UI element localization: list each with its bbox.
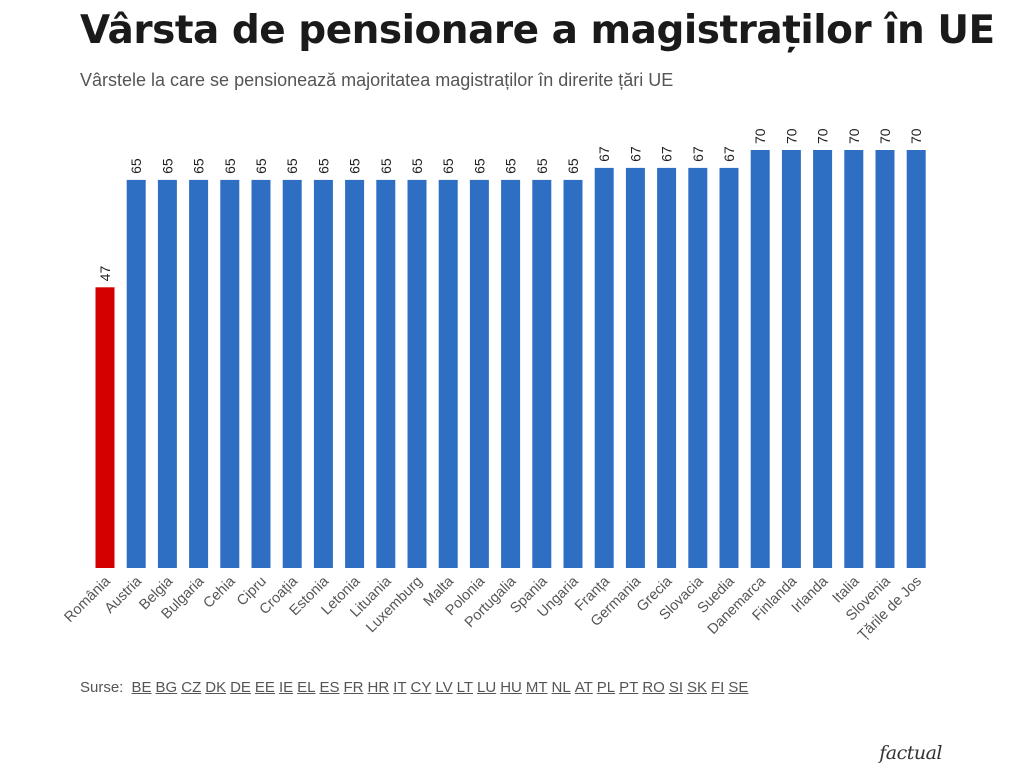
- value-label: 65: [534, 158, 550, 174]
- source-link-dk[interactable]: DK: [205, 679, 227, 696]
- value-label: 65: [378, 158, 394, 174]
- bar-cehia: [220, 179, 240, 568]
- bar-spania: [532, 179, 552, 568]
- bar-slovenia: [875, 150, 895, 568]
- chart-subtitle: Vârstele la care se pensionează majorita…: [80, 70, 674, 90]
- value-label: 65: [565, 158, 581, 174]
- bar-polonia: [469, 179, 489, 568]
- category-label: Cehia: [201, 573, 240, 612]
- bar-finlanda: [781, 150, 801, 568]
- source-link-fr[interactable]: FR: [343, 679, 364, 696]
- source-link-cz[interactable]: CZ: [181, 679, 202, 696]
- source-link-pl[interactable]: PL: [596, 679, 616, 696]
- source-link-hr[interactable]: HR: [367, 679, 390, 696]
- source-link-sk[interactable]: SK: [687, 679, 708, 696]
- bar-malta: [438, 179, 458, 568]
- value-label: 70: [877, 128, 893, 144]
- sources-label: Surse:: [80, 679, 124, 696]
- source-link-de[interactable]: DE: [230, 679, 251, 696]
- bar-chart: 47România65Austria65Belgia65Bulgaria65Ce…: [61, 128, 926, 644]
- value-label: 65: [440, 158, 456, 174]
- bar-croația: [282, 179, 302, 568]
- bar-letonia: [345, 179, 365, 568]
- value-label: 65: [284, 158, 300, 174]
- value-label: 65: [347, 158, 363, 174]
- value-label: 67: [627, 146, 643, 162]
- source-link-fi[interactable]: FI: [711, 679, 725, 696]
- bar-țările-de-jos: [906, 150, 926, 568]
- source-link-be[interactable]: BE: [131, 679, 152, 696]
- bar-portugalia: [501, 179, 521, 568]
- bar-ungaria: [563, 179, 583, 568]
- source-link-el[interactable]: EL: [297, 679, 316, 696]
- source-link-ie[interactable]: IE: [278, 679, 294, 696]
- bar-lituania: [376, 179, 396, 568]
- source-link-es[interactable]: ES: [319, 679, 340, 696]
- value-label: 70: [815, 128, 831, 144]
- value-label: 67: [721, 146, 737, 162]
- bar-franța: [594, 167, 614, 568]
- value-label: 65: [503, 158, 519, 174]
- value-label: 65: [128, 158, 144, 174]
- value-label: 65: [471, 158, 487, 174]
- source-link-cy[interactable]: CY: [410, 679, 432, 696]
- source-link-bg[interactable]: BG: [155, 679, 178, 696]
- source-link-at[interactable]: AT: [574, 679, 593, 696]
- value-label: 67: [659, 146, 675, 162]
- bar-luxemburg: [407, 179, 427, 568]
- bar-românia: [95, 287, 115, 568]
- value-label: 65: [159, 158, 175, 174]
- source-link-lu[interactable]: LU: [477, 679, 497, 696]
- bar-irlanda: [813, 150, 833, 568]
- source-link-lt[interactable]: LT: [456, 679, 473, 696]
- chart-title: Vârsta de pensionare a magistraților în …: [80, 8, 995, 53]
- category-label: Irlanda: [789, 573, 832, 616]
- bar-bulgaria: [189, 179, 209, 568]
- value-label: 67: [690, 146, 706, 162]
- value-label: 65: [315, 158, 331, 174]
- brand-logo: factual: [879, 742, 942, 764]
- bar-belgia: [157, 179, 177, 568]
- value-label: 70: [752, 128, 768, 144]
- sources-line: Surse: BE BG CZ DK DE EE IE EL ES FR HR IT CY LV LT LU H…: [80, 679, 748, 696]
- bar-cipru: [251, 179, 271, 568]
- value-label: 67: [596, 146, 612, 162]
- source-link-lv[interactable]: LV: [435, 679, 453, 696]
- value-label: 47: [97, 266, 113, 282]
- source-link-ee[interactable]: EE: [254, 679, 275, 696]
- source-link-hu[interactable]: HU: [500, 679, 522, 696]
- bar-slovacia: [688, 167, 708, 568]
- value-label: 65: [409, 158, 425, 174]
- source-link-it[interactable]: IT: [393, 679, 407, 696]
- source-link-si[interactable]: SI: [668, 679, 683, 696]
- bar-danemarca: [750, 150, 770, 568]
- value-label: 65: [191, 158, 207, 174]
- bar-suedia: [719, 167, 739, 568]
- bar-estonia: [313, 179, 333, 568]
- source-link-pt[interactable]: PT: [619, 679, 639, 696]
- value-label: 70: [783, 128, 799, 144]
- source-link-ro[interactable]: RO: [642, 679, 665, 696]
- bar-grecia: [657, 167, 677, 568]
- bar-austria: [126, 179, 146, 568]
- source-link-nl[interactable]: NL: [551, 679, 571, 696]
- source-link-se[interactable]: SE: [728, 679, 749, 696]
- value-label: 70: [908, 128, 924, 144]
- source-link-mt[interactable]: MT: [525, 679, 548, 696]
- value-label: 65: [253, 158, 269, 174]
- value-label: 70: [846, 128, 862, 144]
- value-label: 65: [222, 158, 238, 174]
- sources-links: BE BG CZ DK DE EE IE EL ES FR HR IT CY LV LT LU HU MT NL AT…: [128, 679, 749, 696]
- bar-germania: [625, 167, 645, 568]
- bar-italia: [844, 150, 864, 568]
